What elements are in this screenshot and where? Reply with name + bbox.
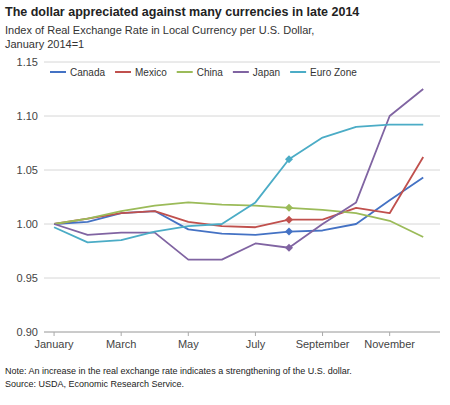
x-tick [322, 332, 323, 336]
x-tick-label: November [364, 338, 415, 350]
title: The dollar appreciated against many curr… [5, 5, 359, 19]
x-axis-line [44, 332, 440, 333]
series-line [54, 125, 423, 243]
note: Source: USDA, Economic Research Service. [5, 379, 184, 389]
legend-label: Canada [70, 67, 105, 78]
grid-line [44, 116, 440, 117]
y-tick-label: 1.00 [17, 218, 38, 230]
note: Note: An increase in the real exchange r… [5, 366, 352, 376]
marker [285, 244, 293, 252]
grid-line [44, 170, 440, 171]
x-tick-label: March [106, 338, 137, 350]
legend-swatch [177, 71, 193, 73]
legend-swatch [290, 71, 306, 73]
legend-label: Euro Zone [310, 67, 357, 78]
grid [44, 62, 440, 332]
y-tick-label: 0.90 [17, 326, 38, 338]
marker [285, 155, 293, 163]
grid-line [44, 62, 440, 63]
legend-label: Mexico [135, 67, 167, 78]
plot-area [54, 89, 423, 260]
legend-swatch [233, 71, 249, 73]
legend-label: China [197, 67, 224, 78]
y-tick-label: 0.95 [17, 272, 38, 284]
series-line [54, 202, 423, 237]
x-tick [121, 332, 122, 336]
y-tick-label: 1.05 [17, 164, 38, 176]
y-axis-label: January 2014=1 [5, 38, 84, 50]
y-tick-label: 1.15 [17, 56, 38, 68]
y-tick-label: 1.10 [17, 110, 38, 122]
x-tick [54, 332, 55, 336]
marker [285, 216, 293, 224]
series-line [54, 89, 423, 260]
legend: Canada Mexico China Japan Euro Zone [50, 67, 357, 78]
x-tick-label: January [34, 338, 74, 350]
grid-line [44, 224, 440, 225]
legend-swatch [50, 71, 66, 73]
legend-swatch [115, 71, 131, 73]
x-tick-label: July [246, 338, 266, 350]
y-axis-label: Index of Real Exchange Rate in Local Cur… [5, 24, 314, 36]
marker [285, 204, 293, 212]
x-tick [188, 332, 189, 336]
x-tick [389, 332, 390, 336]
grid-line [44, 278, 440, 279]
marker [285, 228, 293, 236]
legend-label: Japan [253, 67, 280, 78]
x-tick-label: September [296, 338, 350, 350]
x-tick [255, 332, 256, 336]
grid-line [44, 332, 440, 333]
x-tick-label: May [178, 338, 199, 350]
